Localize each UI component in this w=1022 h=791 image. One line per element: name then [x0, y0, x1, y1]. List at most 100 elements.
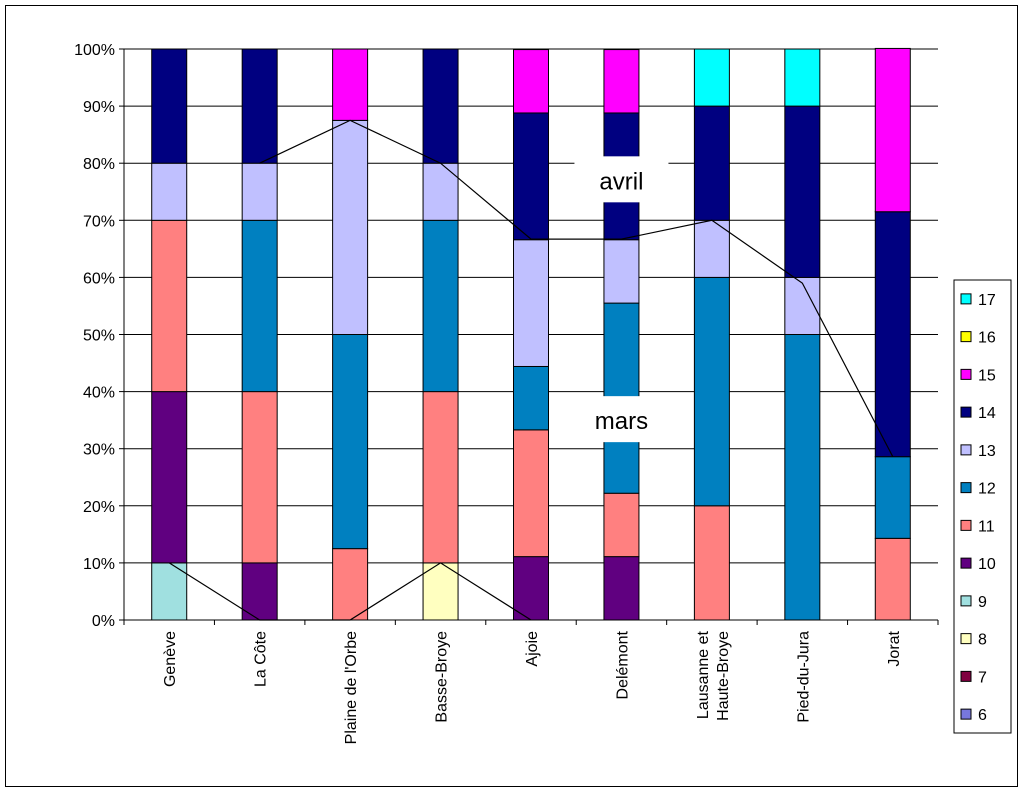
y-tick-label: 30% [83, 442, 115, 459]
bar-segment-10 [241, 562, 278, 621]
x-tick-label-line: La Côte [253, 631, 270, 687]
legend-swatch [960, 708, 972, 720]
x-tick-label-line: Jorat [886, 630, 903, 666]
x-tick-label: Genève [162, 631, 179, 687]
bar-segment-12 [422, 219, 459, 393]
bar-segment-8 [422, 562, 459, 621]
legend-label: 9 [978, 594, 987, 611]
x-tick-label-line: Plaine de l'Orbe [343, 631, 360, 744]
legend-swatch [960, 557, 972, 569]
legend-label: 8 [978, 632, 987, 649]
legend-label: 15 [978, 367, 996, 384]
bar-segment-10 [513, 556, 549, 621]
y-tick-label: 20% [83, 499, 115, 516]
legend-swatch [960, 444, 972, 456]
bar-segment-11 [241, 391, 278, 564]
bar-segment-17 [693, 48, 730, 107]
legend-label: 14 [978, 405, 996, 422]
bar-segment-11 [603, 492, 640, 558]
legend-swatch [960, 293, 972, 305]
bar-segment-15 [603, 49, 640, 114]
bar-segment-12 [874, 456, 911, 539]
annotation-box [574, 396, 669, 443]
y-tick-label: 90% [83, 99, 115, 116]
x-tick-label-line: Basse-Broye [434, 631, 451, 723]
bar-segment-14 [241, 48, 278, 164]
x-tick-label: La Côte [253, 631, 270, 687]
y-tick-label: 0% [92, 613, 115, 630]
x-tick-label-line: Delémont [614, 630, 631, 699]
bar-segment-13 [422, 162, 459, 221]
x-tick-label: Ajoie [524, 631, 541, 667]
bar-segment-11 [422, 391, 459, 564]
y-tick-label: 60% [83, 270, 115, 287]
y-tick-label: 40% [83, 385, 115, 402]
bar-segment-9 [151, 562, 188, 621]
bar-segment-14 [693, 105, 730, 221]
x-tick-label-line: Ajoie [524, 631, 541, 667]
bar-segment-12 [241, 219, 278, 393]
x-tick-label: Basse-Broye [434, 631, 451, 723]
legend-label: 7 [978, 669, 987, 686]
annotation-avril: avril [599, 168, 643, 195]
bar-segment-13 [241, 162, 278, 221]
legend-label: 10 [978, 556, 996, 573]
y-tick-label: 80% [83, 156, 115, 173]
bar-segment-15 [513, 49, 549, 114]
legend-swatch [960, 368, 972, 380]
bar-segment-11 [513, 429, 549, 558]
x-tick-label: Delémont [614, 630, 631, 699]
x-tick-label: Pied-du-Jura [795, 631, 812, 723]
legend-label: 16 [978, 330, 996, 347]
legend-swatch [960, 482, 972, 494]
bar-segment-14 [422, 48, 459, 164]
x-tick-label-line: Haute-Broye [715, 631, 732, 721]
x-tick-label-line: Pied-du-Jura [795, 631, 812, 723]
x-tick-label: Plaine de l'Orbe [343, 631, 360, 744]
bar-segment-15 [332, 48, 369, 121]
legend-swatch [960, 519, 972, 531]
bar-segment-11 [332, 548, 369, 621]
bar-segment-14 [874, 211, 911, 458]
bar-segment-12 [332, 334, 369, 550]
annotation-mars: mars [595, 408, 648, 435]
bar-segment-13 [151, 162, 188, 221]
bar-segment-11 [874, 537, 911, 621]
legend-swatch [960, 331, 972, 343]
bar-segment-14 [151, 48, 188, 164]
x-tick-label: Lausanne et Haute-Broye [695, 630, 732, 720]
y-tick-label: 50% [83, 328, 115, 345]
bar-segment-14 [784, 105, 821, 278]
x-tick-label-line: Genève [162, 631, 179, 687]
legend-label: 6 [978, 707, 987, 724]
y-tick-label: 70% [83, 213, 115, 230]
bar-segment-15 [874, 47, 911, 213]
bar-segment-12 [784, 334, 821, 621]
x-tick-label: Jorat [886, 630, 903, 666]
bar-segment-10 [603, 556, 640, 621]
legend [953, 279, 1012, 734]
bar-segment-11 [693, 505, 730, 621]
y-tick-label: 100% [74, 42, 115, 59]
legend-swatch [960, 670, 972, 682]
legend-swatch [960, 406, 972, 418]
bar-segment-11 [151, 219, 188, 393]
legend-label: 13 [978, 443, 996, 460]
bar-segment-13 [603, 239, 640, 304]
mars-line [168, 562, 532, 621]
bar-segment-12 [693, 276, 730, 507]
legend-swatch [960, 595, 972, 607]
bar-segment-14 [513, 112, 549, 241]
y-tick-label: 10% [83, 556, 115, 573]
legend-label: 17 [978, 292, 996, 309]
bar-segment-13 [693, 219, 730, 278]
x-tick-label-line: Lausanne et [695, 630, 712, 719]
bar-segment-13 [513, 239, 549, 367]
bar-segment-17 [784, 48, 821, 107]
bar-segment-13 [332, 119, 369, 335]
legend-label: 11 [978, 518, 995, 535]
legend-label: 12 [978, 481, 996, 498]
legend-swatch [960, 633, 972, 645]
bar-segment-12 [513, 365, 549, 431]
